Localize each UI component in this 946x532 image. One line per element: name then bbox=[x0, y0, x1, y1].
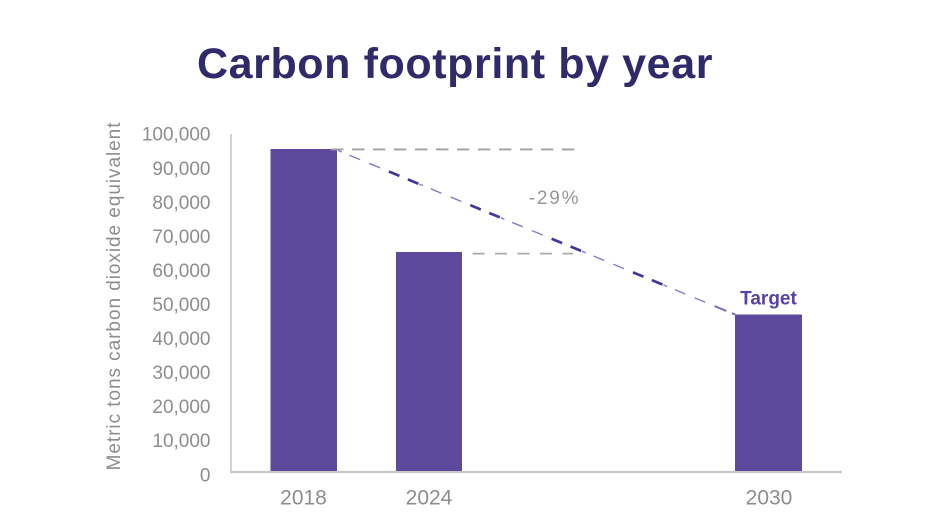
svg-text:Metric tons carbon dioxide equ: Metric tons carbon dioxide equivalent bbox=[104, 122, 125, 471]
svg-text:2018: 2018 bbox=[280, 487, 327, 510]
svg-text:20,000: 20,000 bbox=[152, 397, 210, 418]
svg-text:30,000: 30,000 bbox=[152, 363, 210, 384]
svg-text:10,000: 10,000 bbox=[152, 431, 210, 452]
svg-text:80,000: 80,000 bbox=[152, 193, 210, 214]
svg-text:40,000: 40,000 bbox=[152, 329, 210, 350]
svg-text:Carbon footprint by year: Carbon footprint by year bbox=[197, 40, 713, 88]
svg-text:Target: Target bbox=[740, 289, 797, 310]
svg-text:100,000: 100,000 bbox=[142, 125, 211, 146]
svg-text:90,000: 90,000 bbox=[152, 159, 210, 180]
svg-text:-29%: -29% bbox=[529, 188, 581, 209]
svg-text:0: 0 bbox=[200, 465, 211, 486]
svg-text:50,000: 50,000 bbox=[152, 295, 210, 316]
svg-text:2024: 2024 bbox=[406, 487, 453, 510]
svg-text:2030: 2030 bbox=[746, 487, 793, 510]
svg-text:60,000: 60,000 bbox=[152, 261, 210, 282]
svg-text:70,000: 70,000 bbox=[152, 227, 210, 248]
